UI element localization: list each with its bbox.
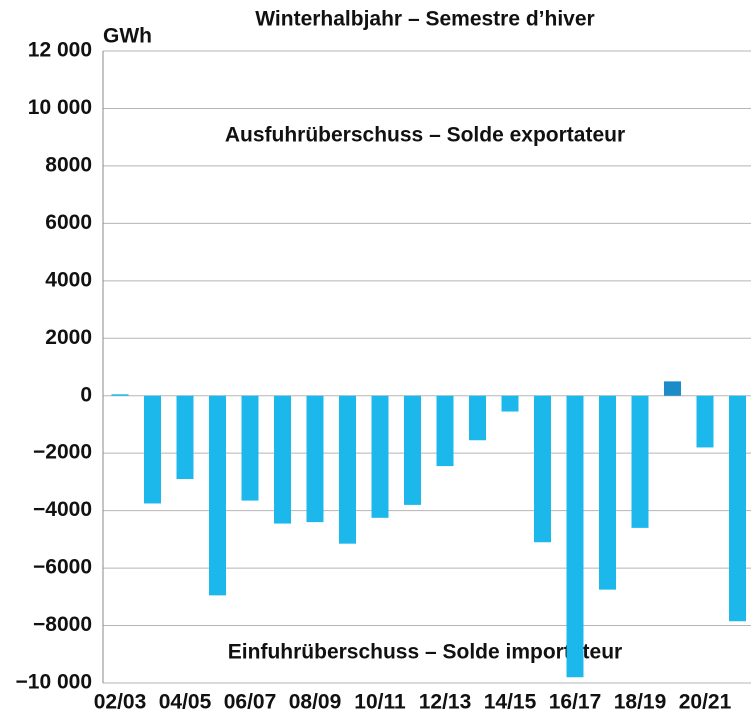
- bar: [111, 394, 129, 396]
- x-tick-label: 08/09: [289, 691, 342, 714]
- bar: [306, 395, 324, 523]
- bar: [534, 395, 551, 543]
- y-tick-label: 12 000: [28, 39, 92, 62]
- bar: [371, 395, 389, 518]
- bar: [469, 395, 486, 441]
- x-tick-label: 10/11: [354, 691, 406, 714]
- y-tick-label: 2000: [45, 326, 92, 349]
- y-tick-label: −10 000: [16, 671, 93, 694]
- x-tick-label: 16/17: [549, 691, 602, 714]
- y-tick-label: 0: [80, 383, 92, 406]
- x-tick-label: 02/03: [94, 691, 147, 714]
- y-tick-label: −6000: [33, 556, 92, 579]
- x-tick-label: 12/13: [419, 691, 472, 714]
- bar: [339, 395, 356, 544]
- bar: [176, 395, 194, 480]
- y-tick-label: 6000: [45, 211, 92, 234]
- y-tick-label: −4000: [33, 498, 92, 521]
- bar: [274, 395, 291, 524]
- annotation: Ausfuhrüberschuss – Solde exportateur: [225, 124, 625, 147]
- bar: [241, 395, 259, 501]
- annotation: Einfuhrüberschuss – Solde importateur: [228, 641, 622, 664]
- y-tick-label: 4000: [45, 268, 92, 291]
- bar: [696, 395, 714, 448]
- bar: [729, 395, 746, 622]
- bar: [404, 395, 421, 505]
- bar: [566, 395, 584, 678]
- x-tick-label: 06/07: [224, 691, 277, 714]
- bar: [631, 395, 649, 528]
- x-tick-label: 18/19: [614, 691, 667, 714]
- x-tick-label: 20/21: [679, 691, 732, 714]
- bar: [599, 395, 616, 590]
- bar: [144, 395, 161, 504]
- y-tick-label: −2000: [33, 441, 92, 464]
- x-tick-label: 04/05: [159, 691, 212, 714]
- bar: [436, 395, 454, 467]
- y-tick-label: 10 000: [28, 96, 92, 119]
- y-axis-unit: GWh: [103, 25, 152, 48]
- chart-title: Winterhalbjahr – Semestre d’hiver: [255, 8, 594, 31]
- y-tick-label: 8000: [45, 153, 92, 176]
- bar: [209, 395, 226, 596]
- bar: [501, 395, 519, 412]
- y-tick-label: −8000: [33, 613, 92, 636]
- x-tick-label: 14/15: [484, 691, 537, 714]
- bar: [664, 381, 681, 396]
